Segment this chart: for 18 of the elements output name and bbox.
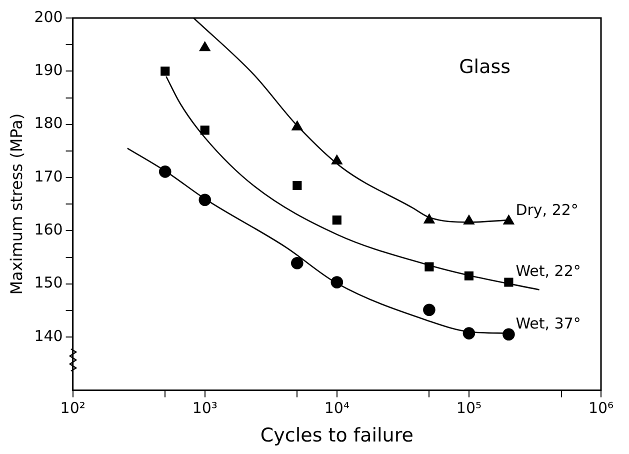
x-tick-label: 10²	[60, 399, 86, 418]
x-tick-label: 10³	[192, 399, 218, 418]
annotation: Glass	[459, 56, 511, 78]
y-tick-label: 170	[34, 167, 63, 186]
x-tick-label: 10⁶	[588, 399, 614, 418]
series-label: Wet, 37°	[516, 314, 581, 332]
x-tick-label: 10⁴	[324, 399, 350, 418]
y-tick-label: 150	[34, 274, 63, 292]
y-tick-label: 190	[34, 61, 63, 80]
series-label: Dry, 22°	[516, 201, 578, 220]
series-label: Wet, 22°	[516, 262, 581, 280]
x-tick-label: 10⁵	[456, 399, 482, 418]
x-axis-title: Cycles to failure	[260, 424, 414, 447]
y-tick-label: 140	[34, 326, 63, 345]
y-tick-label: 180	[34, 114, 63, 132]
y-tick-label: 200	[34, 8, 63, 26]
y-tick-label: 160	[34, 220, 63, 239]
y-axis-title: Maximum stress (MPa)	[6, 113, 26, 295]
